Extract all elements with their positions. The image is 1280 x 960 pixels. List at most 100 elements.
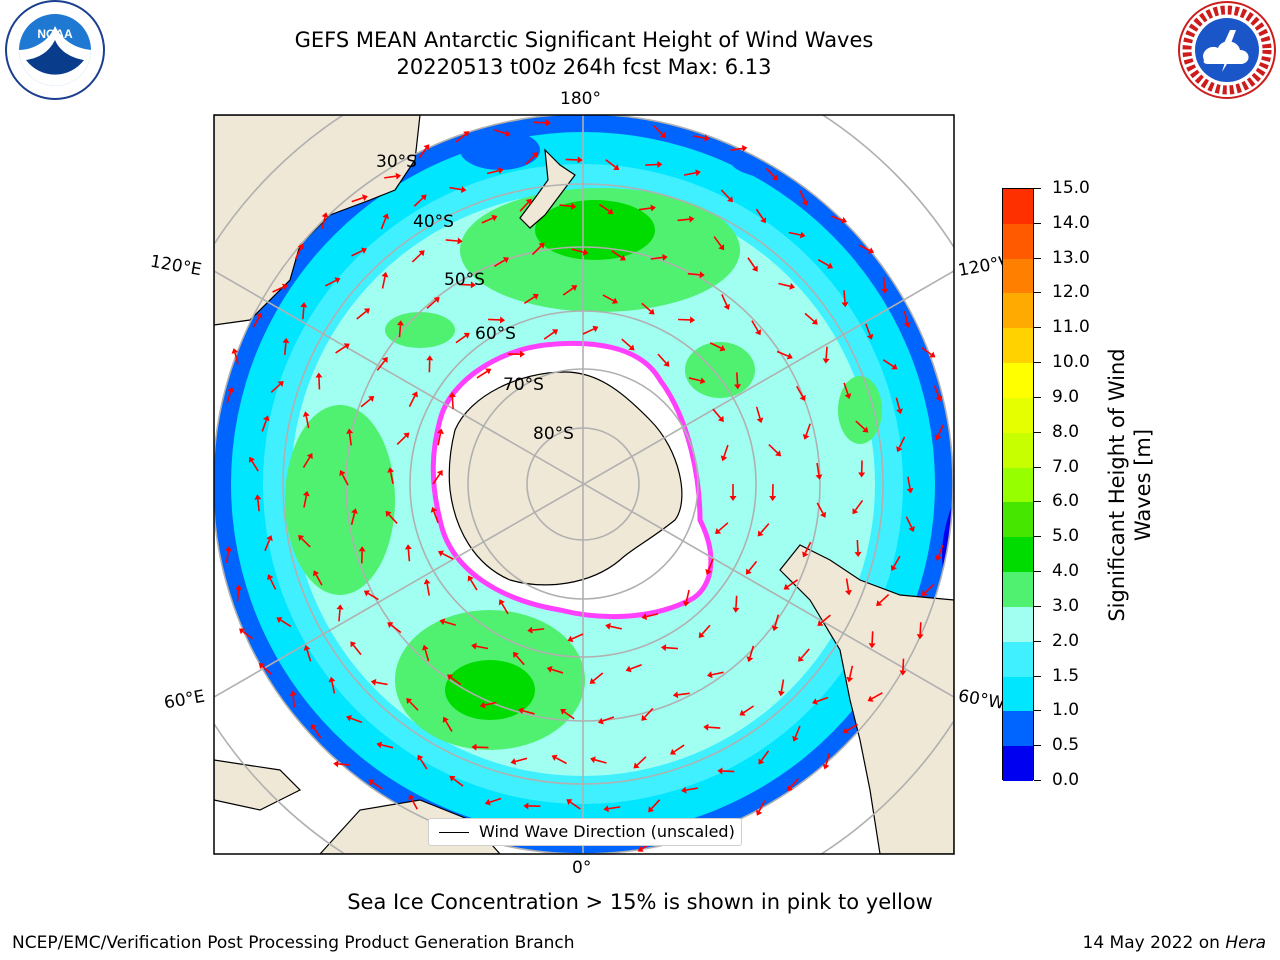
wind-wave-arrowhead — [868, 643, 876, 649]
wind-wave-arrow — [924, 583, 935, 594]
wind-wave-arrowhead — [611, 297, 618, 304]
colorbar-band — [1003, 293, 1033, 329]
wind-wave-arrow — [475, 645, 489, 650]
wind-wave-arrow — [650, 799, 661, 810]
map-legend: Wind Wave Direction (unscaled) — [428, 818, 742, 846]
africa-land — [214, 759, 302, 811]
wind-wave-arrowhead — [381, 271, 389, 278]
wind-wave-arrowhead — [802, 433, 810, 440]
wind-wave-arrow — [871, 692, 883, 700]
wind-wave-arrowhead — [417, 754, 424, 761]
wind-wave-arrowhead — [470, 281, 476, 289]
wind-wave-arrow — [452, 778, 464, 787]
wind-wave-arrowhead — [463, 131, 470, 138]
wind-wave-arrow — [933, 385, 940, 398]
wind-wave-arrowhead — [571, 285, 578, 292]
wind-wave-arrow — [252, 316, 260, 328]
wind-wave-arrow — [687, 272, 700, 276]
wind-wave-arrow — [257, 499, 260, 512]
wind-wave-arrow — [376, 360, 386, 371]
wind-wave-arrow — [481, 217, 494, 224]
wind-wave-arrow — [816, 502, 824, 514]
wind-wave-arrow — [455, 335, 467, 344]
wind-wave-arrow — [594, 759, 607, 764]
wind-wave-arrow — [758, 800, 766, 812]
wind-wave-arrow — [384, 175, 397, 179]
wind-wave-arrowhead — [343, 343, 350, 350]
wind-wave-arrowhead — [497, 167, 504, 175]
wind-wave-arrowhead — [605, 622, 611, 630]
wind-wave-arrow — [301, 537, 311, 548]
wind-wave-arrowhead — [590, 756, 596, 764]
wind-wave-arrowhead — [442, 716, 449, 723]
wind-wave-arrow — [413, 197, 424, 207]
wind-wave-arrowhead — [411, 391, 418, 398]
wind-wave-arrowhead — [395, 172, 402, 180]
wind-wave-arrow — [788, 231, 801, 236]
wind-wave-arrow — [653, 125, 663, 136]
wind-wave-arrowhead — [699, 377, 706, 385]
wind-wave-arrowhead — [310, 723, 317, 730]
colorbar-tick-mark — [1034, 188, 1041, 189]
wind-wave-arrowhead — [689, 316, 696, 324]
wind-wave-arrowhead — [822, 358, 830, 364]
colorbar-tick-label: 6.0 — [1052, 491, 1080, 512]
colorbar-band — [1003, 746, 1033, 782]
wind-wave-arrow — [688, 377, 701, 382]
wind-wave-arrow — [356, 310, 367, 320]
wind-wave-arrow — [805, 423, 811, 436]
wind-wave-arrow — [755, 208, 764, 220]
wind-wave-arrow — [605, 159, 616, 168]
wind-wave-arrow — [445, 720, 453, 732]
graticule — [214, 115, 954, 854]
wind-wave-arrow — [348, 433, 352, 446]
wind-wave-arrow — [432, 473, 441, 485]
wind-wave-arrowhead — [351, 508, 358, 514]
colorbar-band — [1003, 572, 1033, 608]
wind-wave-arrowhead — [699, 271, 705, 279]
wind-wave-arrowhead — [589, 677, 596, 684]
wind-wave-arrowhead — [799, 231, 806, 239]
wind-wave-arrowhead — [845, 589, 852, 596]
wind-wave-arrowhead — [449, 775, 456, 782]
wind-wave-arrow — [321, 216, 326, 229]
wind-wave-arrow — [701, 624, 711, 635]
wind-wave-arrowhead — [876, 600, 883, 607]
colorbar-label: Significant Height of Wind Waves [m] — [1105, 348, 1155, 622]
wind-wave-arrowhead — [368, 779, 375, 786]
wind-wave-arrowhead — [866, 333, 874, 340]
wind-wave-arrowhead — [648, 806, 655, 813]
wind-wave-arrowhead — [281, 283, 289, 291]
wind-wave-arrow — [638, 207, 652, 211]
wind-wave-arrowhead — [560, 708, 567, 715]
colorbar-tick-mark — [1034, 605, 1041, 607]
colorbar-tick-mark — [1034, 710, 1041, 712]
wind-wave-arrow — [455, 133, 466, 143]
wind-wave-arrowhead — [718, 244, 725, 251]
colorbar-band — [1003, 397, 1033, 434]
wind-wave-arrow — [494, 129, 507, 135]
wind-wave-arrowhead — [527, 626, 533, 634]
wind-wave-arrow — [937, 544, 944, 557]
wind-wave-arrow — [685, 589, 690, 602]
wind-wave-arrow — [523, 296, 535, 304]
wind-wave-arrow — [338, 609, 341, 622]
wind-wave-arrow — [817, 259, 830, 267]
wind-wave-arrowhead — [499, 316, 506, 324]
wind-wave-arrowhead — [463, 332, 470, 339]
wind-wave-arrow — [388, 514, 398, 524]
wind-wave-arrow — [571, 633, 584, 640]
wind-wave-arrow — [261, 419, 268, 432]
wind-wave-arrow — [375, 681, 388, 686]
colorbar-tick-label: 14.0 — [1052, 212, 1090, 233]
wind-wave-arrow — [306, 649, 312, 662]
wind-wave-arrow — [760, 523, 770, 534]
sea-ice-note: Sea Ice Concentration > 15% is shown in … — [347, 890, 933, 914]
wind-wave-arrowhead — [385, 510, 392, 517]
wind-wave-arrow — [650, 256, 663, 260]
wind-wave-arrowhead — [239, 628, 246, 635]
wind-wave-arrowhead — [908, 525, 915, 532]
wind-wave-arrow — [749, 645, 755, 658]
colorbar-tick-mark — [1034, 640, 1041, 642]
wind-wave-arrowhead — [682, 600, 690, 607]
